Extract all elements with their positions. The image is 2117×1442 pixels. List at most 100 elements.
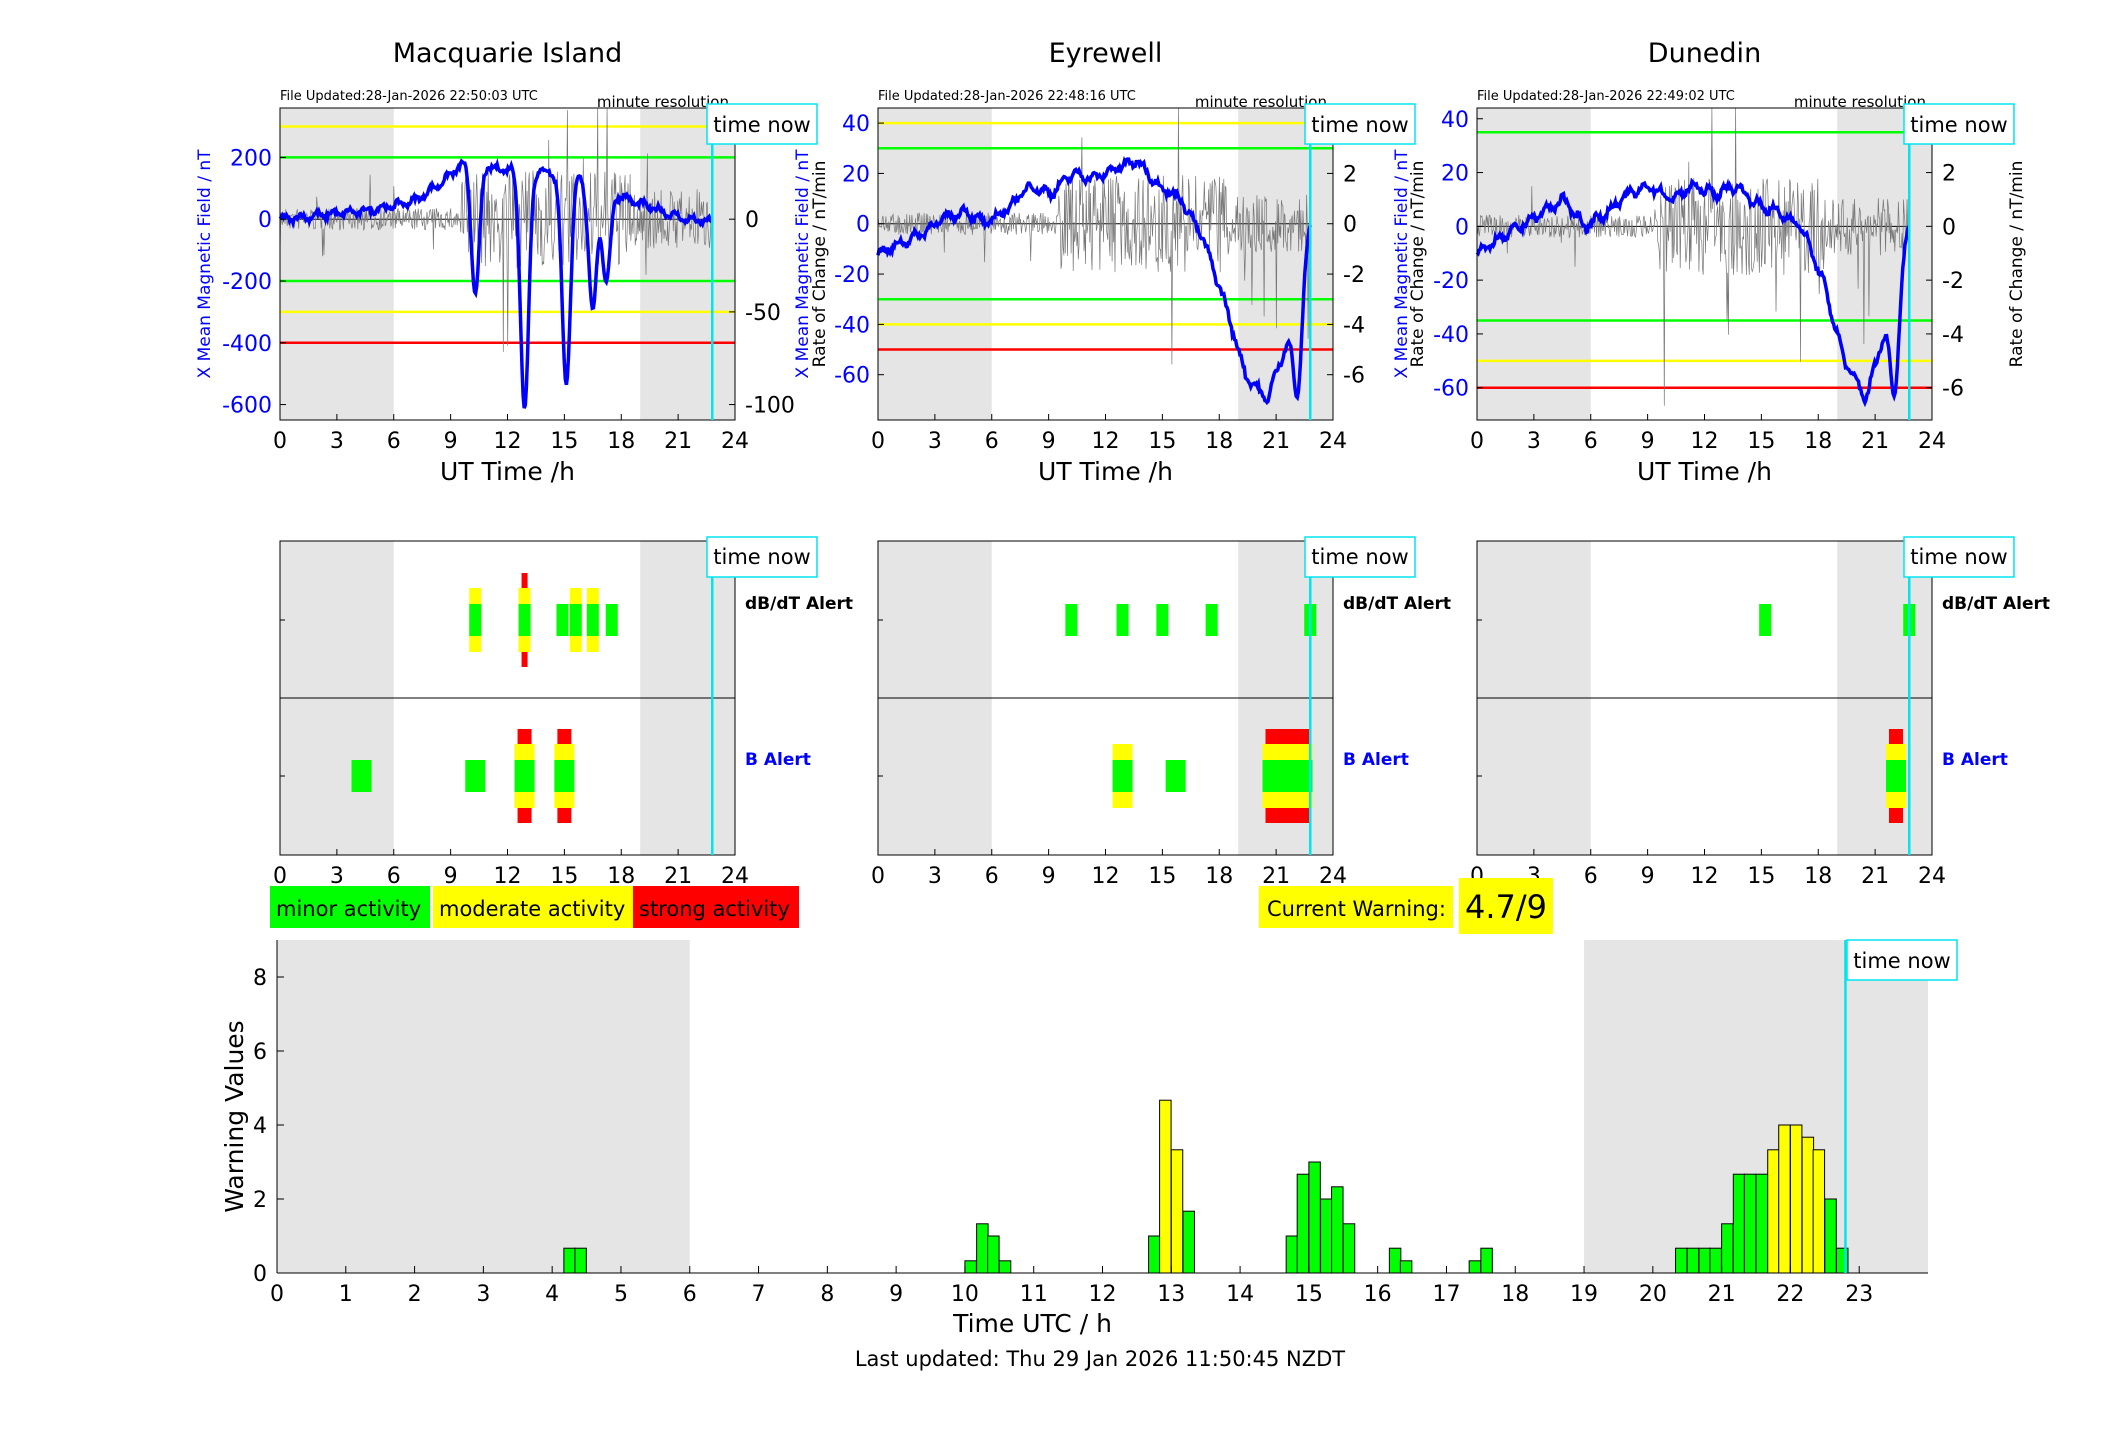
y-left-axis-label: X Mean Magnetic Field / nT bbox=[195, 149, 215, 379]
y-right-tick-label: -2 bbox=[1942, 269, 1964, 294]
station-1-alert-plot: dB/dT Alert B Alert 0 3 6 9 12 15 18 21 24 time now bbox=[871, 536, 1451, 889]
x-tick-label: 18 bbox=[1205, 864, 1233, 889]
warning-bar bbox=[1331, 1186, 1344, 1274]
time-now-box bbox=[1903, 103, 2015, 145]
warning-bar bbox=[1480, 1247, 1493, 1274]
x-tick-label: 24 bbox=[1319, 429, 1347, 454]
y-left-axis-label: X Mean Magnetic Field / nT bbox=[1392, 149, 1412, 379]
dbdt-alert-block bbox=[469, 604, 482, 636]
y-tick-label: 6 bbox=[253, 1040, 267, 1065]
y-right-tick-label: 2 bbox=[1942, 162, 1956, 187]
warning-bar bbox=[1743, 1173, 1757, 1274]
y-tick-label: 8 bbox=[253, 966, 267, 991]
strong-activity-label: strong activity bbox=[639, 897, 790, 921]
x-tick-label: 15 bbox=[1747, 864, 1775, 889]
dbdt-alert-block bbox=[1065, 604, 1078, 636]
x-tick-label: 0 bbox=[270, 1282, 284, 1307]
x-tick-label: 24 bbox=[1918, 429, 1946, 454]
x-axis-label: UT Time /h bbox=[1038, 457, 1173, 486]
x-tick-label: 6 bbox=[1584, 429, 1598, 454]
current-warning-value: 4.7/9 bbox=[1465, 888, 1547, 926]
x-tick-label: 20 bbox=[1639, 1282, 1667, 1307]
y-right-tick-label: -6 bbox=[1343, 364, 1365, 389]
x-tick-label: 9 bbox=[444, 429, 458, 454]
x-tick-label: 9 bbox=[1042, 429, 1056, 454]
warning-bar bbox=[574, 1247, 587, 1274]
warning-bar bbox=[964, 1260, 977, 1274]
warning-bar bbox=[1698, 1247, 1711, 1274]
file-updated-text: File Updated:28-Jan-2026 22:48:16 UTC bbox=[878, 89, 1136, 104]
minute-resolution-label: minute resolution bbox=[597, 93, 729, 111]
y-left-tick-label: 20 bbox=[842, 162, 870, 187]
warning-bar bbox=[1148, 1235, 1161, 1274]
y-left-tick-label: -40 bbox=[1433, 323, 1469, 348]
x-tick-label: 12 bbox=[1089, 1282, 1117, 1307]
y-right-axis-label: Rate of Change / nT/min bbox=[1408, 161, 1428, 368]
dbdt-alert-block bbox=[1205, 604, 1218, 636]
warning-bar bbox=[1675, 1247, 1688, 1274]
time-now-box bbox=[706, 536, 818, 578]
y-left-tick-label: 200 bbox=[230, 146, 272, 171]
night-shade bbox=[1238, 108, 1333, 420]
x-tick-label: 19 bbox=[1570, 1282, 1598, 1307]
y-right-tick-label: 0 bbox=[745, 208, 759, 233]
time-now-label: time now bbox=[713, 545, 810, 569]
x-tick-label: 21 bbox=[664, 429, 692, 454]
strong-activity-legend-item bbox=[633, 886, 799, 928]
current-warning: Current Warning: 4.7/9 bbox=[1259, 878, 1553, 934]
warning-bar bbox=[1789, 1124, 1803, 1274]
time-now-box bbox=[706, 103, 818, 145]
warning-bar bbox=[1767, 1149, 1780, 1274]
x-tick-label: 24 bbox=[1319, 864, 1347, 889]
x-tick-label: 18 bbox=[1205, 429, 1233, 454]
minor-activity-label: minor activity bbox=[276, 897, 421, 921]
rate-of-change-line bbox=[1476, 107, 1910, 406]
x-tick-label: 10 bbox=[951, 1282, 979, 1307]
x-tick-label: 21 bbox=[1262, 429, 1290, 454]
time-now-label: time now bbox=[1910, 113, 2007, 137]
time-now-label: time now bbox=[1910, 545, 2007, 569]
current-warning-label: Current Warning: bbox=[1267, 897, 1446, 921]
time-now-box bbox=[1846, 939, 1958, 981]
night-shade bbox=[277, 940, 690, 1273]
time-now-box bbox=[1304, 103, 1416, 145]
warning-bar bbox=[1285, 1235, 1299, 1274]
warning-bar bbox=[998, 1260, 1012, 1274]
file-updated-text: File Updated:28-Jan-2026 22:49:02 UTC bbox=[1477, 89, 1735, 104]
warning-bar bbox=[1824, 1198, 1837, 1274]
warning-bar bbox=[563, 1247, 576, 1274]
dbdt-alert-block bbox=[1156, 604, 1169, 636]
night-shade bbox=[640, 108, 735, 420]
x-tick-label: 0 bbox=[871, 429, 885, 454]
time-now-box bbox=[1903, 536, 2015, 578]
y-right-tick-label: -4 bbox=[1343, 313, 1365, 338]
y-left-tick-label: 40 bbox=[842, 112, 870, 137]
x-tick-label: 12 bbox=[1691, 429, 1719, 454]
x-tick-label: 15 bbox=[1148, 864, 1176, 889]
minute-resolution-label: minute resolution bbox=[1794, 93, 1926, 111]
time-now-label: time now bbox=[1311, 113, 1408, 137]
x-tick-label: 21 bbox=[1708, 1282, 1736, 1307]
dbdt-alert-block bbox=[518, 604, 531, 636]
x-tick-label: 24 bbox=[721, 429, 749, 454]
time-now-box bbox=[1304, 536, 1416, 578]
warning-bar bbox=[1468, 1260, 1482, 1274]
y-left-tick-label: -60 bbox=[1433, 377, 1469, 402]
y-tick-label: 0 bbox=[253, 1262, 267, 1287]
x-tick-label: 0 bbox=[273, 864, 287, 889]
b-alert-block bbox=[1112, 760, 1133, 792]
warning-bar bbox=[976, 1223, 989, 1274]
warning-bar bbox=[1801, 1136, 1815, 1274]
warning-bar bbox=[1709, 1247, 1722, 1274]
x-tick-label: 11 bbox=[1020, 1282, 1048, 1307]
night-shade bbox=[1837, 108, 1932, 420]
night-shade bbox=[878, 108, 992, 420]
station-1-field-plot: Eyrewell-60-40-2002040-6-4-2024036912151… bbox=[793, 38, 1428, 486]
b-alert-label: B Alert bbox=[1942, 750, 2008, 770]
station-0-field-plot: Macquarie Island -600 -400 -200 0 200 -100 -50 0… bbox=[195, 38, 830, 486]
current-warning-value-box bbox=[1459, 878, 1553, 934]
dbdt-alert-block bbox=[556, 604, 569, 636]
x-tick-label: 15 bbox=[1747, 429, 1775, 454]
x-tick-label: 0 bbox=[871, 864, 885, 889]
b-alert-label: B Alert bbox=[745, 750, 811, 770]
